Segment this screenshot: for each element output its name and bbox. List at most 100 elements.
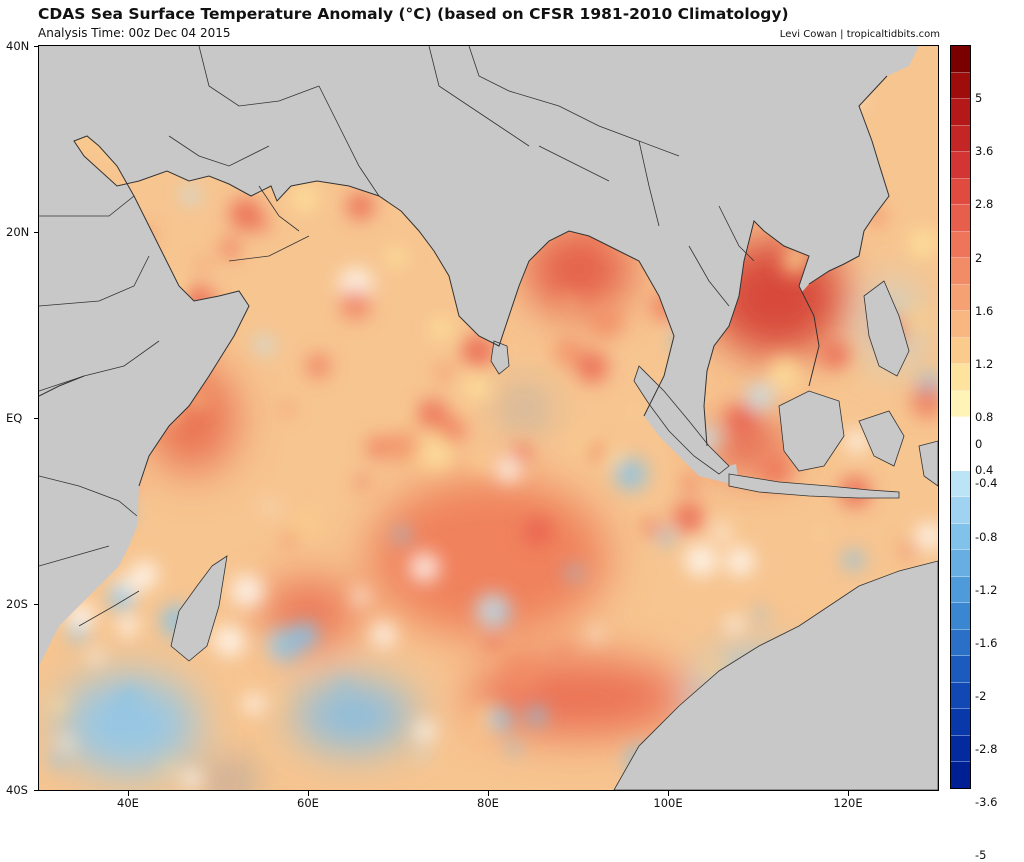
- sst-speck: [843, 549, 864, 571]
- sst-speck: [587, 442, 605, 460]
- lat-label-40s: 40S: [6, 783, 28, 797]
- sst-speck: [386, 430, 418, 463]
- sst-speck: [672, 501, 705, 534]
- sst-speck: [283, 533, 297, 547]
- colorbar-segment: [951, 417, 970, 444]
- sst-speck: [567, 565, 582, 581]
- sst-speck: [727, 531, 741, 545]
- sst-speck: [117, 615, 139, 637]
- lat-tick-40n: [34, 46, 39, 47]
- sst-speck: [510, 443, 533, 465]
- sst-anomaly-map: [38, 45, 939, 791]
- sst-speck: [219, 237, 241, 259]
- sst-speck: [753, 607, 766, 621]
- sst-speck: [267, 627, 302, 663]
- sumatra-landmass: [633, 365, 730, 475]
- sst-speck: [503, 655, 540, 692]
- colorbar-label: 2.8: [975, 197, 994, 212]
- colorbar-label: -5: [975, 848, 987, 862]
- sst-speck: [229, 197, 263, 231]
- sst-speck: [575, 350, 609, 384]
- sst-speck: [394, 527, 410, 543]
- sst-speck: [395, 412, 409, 426]
- sst-speck: [523, 516, 553, 547]
- sst-speck: [409, 552, 440, 583]
- sst-speck: [642, 518, 661, 537]
- sst-speck: [267, 692, 284, 709]
- sst-speck: [51, 752, 66, 768]
- sst-speck: [59, 736, 73, 750]
- philippines-landmass: [863, 280, 910, 377]
- colorbar-segment: [951, 390, 970, 418]
- sst-speck: [346, 192, 375, 221]
- lon-label-100e: 100E: [653, 796, 683, 810]
- colorbar-segment: [951, 497, 970, 524]
- coastline: [39, 75, 890, 487]
- sst-speck: [339, 288, 371, 320]
- colorbar-label: -3.6: [975, 795, 998, 810]
- sst-speck: [436, 364, 453, 381]
- sst-speck: [746, 382, 774, 411]
- sst-speck: [337, 680, 352, 695]
- sst-speck: [198, 259, 209, 271]
- colorbar-segment: [951, 46, 970, 73]
- colorbar-label: -0.4: [975, 476, 998, 491]
- sst-speck: [588, 304, 624, 340]
- sst-speck: [495, 457, 521, 483]
- sst-speck: [628, 406, 639, 417]
- lon-label-120e: 120E: [833, 796, 863, 810]
- lon-tick-60e: [308, 791, 309, 796]
- sst-speck: [563, 296, 576, 309]
- sst-speck: [553, 336, 585, 367]
- sst-speck: [50, 697, 66, 714]
- sst-speck: [526, 705, 547, 726]
- sst-speck: [356, 475, 369, 488]
- sst-speck: [291, 508, 321, 539]
- sst-speck: [290, 185, 319, 213]
- sst-speck: [414, 720, 436, 742]
- sst-patch-deep-south-blue: [209, 770, 246, 790]
- sulawesi-landmass: [858, 410, 905, 467]
- sst-speck: [725, 403, 759, 437]
- new-guinea-landmass: [918, 440, 938, 487]
- australia-landmass: [613, 560, 938, 790]
- colorbar-segment: [951, 231, 970, 259]
- lat-tick-40s: [34, 790, 39, 791]
- sst-speck: [506, 740, 521, 755]
- sst-speck: [422, 439, 453, 470]
- sst-speck: [845, 429, 869, 453]
- sst-speck: [495, 607, 509, 621]
- sst-speck: [214, 625, 246, 657]
- sst-speck: [759, 455, 793, 488]
- lat-tick-20n: [34, 232, 39, 233]
- colorbar-segment: [951, 258, 970, 285]
- colorbar-label: -2.8: [975, 742, 998, 757]
- sst-speck: [438, 416, 467, 444]
- colorbar-segment: [951, 152, 970, 179]
- sst-speck: [230, 574, 264, 608]
- colorbar-segment: [951, 125, 970, 153]
- sst-speck: [821, 341, 850, 370]
- country-borders: [39, 46, 755, 627]
- chart-title: CDAS Sea Surface Temperature Anomaly (°C…: [38, 5, 789, 23]
- sst-speck: [713, 523, 730, 540]
- colorbar-segment: [951, 337, 970, 365]
- sst-speck: [255, 335, 274, 355]
- colorbar-label: 5: [975, 91, 983, 106]
- lon-tick-100e: [668, 791, 669, 796]
- sst-patch-southwest-ocean: [58, 674, 199, 775]
- sst-speck: [901, 542, 917, 557]
- colorbar-segment: [951, 72, 970, 100]
- lat-label-eq: EQ: [6, 411, 23, 425]
- sst-speck: [306, 353, 331, 379]
- sst-speck: [485, 632, 501, 648]
- colorbar-segment: [951, 470, 970, 498]
- colorbar-segment: [951, 603, 970, 630]
- colorbar-label: -1.2: [975, 582, 998, 597]
- lat-label-20s: 20S: [6, 597, 28, 611]
- sst-speck: [767, 356, 803, 392]
- sst-speck: [681, 475, 699, 493]
- lon-tick-120e: [848, 791, 849, 796]
- colorbar-segment: [951, 178, 970, 206]
- sst-speck: [910, 384, 938, 419]
